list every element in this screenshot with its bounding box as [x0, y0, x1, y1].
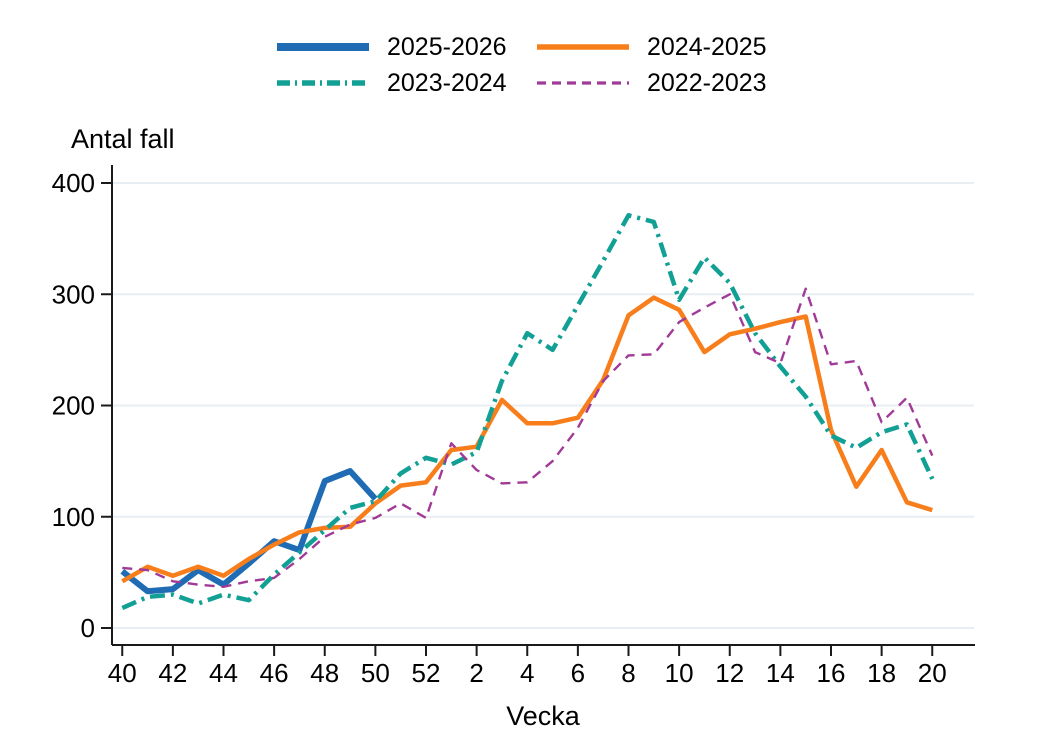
legend-swatch-solid: [537, 44, 629, 50]
x-tick-label: 18: [867, 658, 896, 688]
x-tick-label: 40: [108, 658, 137, 688]
x-tick-label: 16: [817, 658, 846, 688]
series-line-2022-2023: [122, 287, 934, 588]
y-tick-label: 200: [52, 391, 95, 421]
legend-item-2022-2023: 2022-2023: [537, 67, 767, 99]
legend-item-2025-2026: 2025-2026: [277, 31, 537, 63]
x-tick-label: 6: [571, 658, 585, 688]
x-tick-label: 46: [260, 658, 289, 688]
x-tick-label: 50: [361, 658, 390, 688]
legend-item-2024-2025: 2024-2025: [537, 31, 767, 63]
legend: 2025-2026 2024-2025 2023-2024 2022-2023: [277, 31, 767, 99]
x-tick-label: 42: [158, 658, 187, 688]
series-line-2023-2024: [121, 213, 935, 611]
y-tick-label: 400: [52, 168, 95, 198]
legend-label: 2022-2023: [647, 68, 767, 97]
x-tick-label: 12: [715, 658, 744, 688]
legend-swatch-dashed: [537, 81, 629, 85]
y-axis-title: Antal fall: [71, 124, 175, 154]
x-tick-label: 8: [621, 658, 635, 688]
x-tick-label: 44: [209, 658, 238, 688]
x-tick-label: 4: [520, 658, 534, 688]
series-line-2024-2025: [121, 295, 933, 584]
x-tick-label: 48: [310, 658, 339, 688]
x-tick-label: 20: [918, 658, 947, 688]
legend-label: 2024-2025: [647, 32, 767, 61]
x-axis-title: Vecka: [506, 701, 580, 731]
y-tick-label: 0: [81, 613, 95, 643]
y-tick-label: 300: [52, 279, 95, 309]
legend-item-2023-2024: 2023-2024: [277, 67, 537, 99]
y-tick-label: 100: [52, 502, 95, 532]
legend-swatch-solid: [277, 43, 369, 51]
x-tick-label: 10: [665, 658, 694, 688]
x-tick-label: 52: [412, 658, 441, 688]
legend-label: 2023-2024: [387, 68, 507, 97]
x-tick-label: 2: [469, 658, 483, 688]
series-line-2025-2026: [120, 468, 378, 595]
legend-label: 2025-2026: [387, 32, 507, 61]
x-tick-label: 14: [766, 658, 795, 688]
legend-swatch-dash-dot: [277, 80, 369, 86]
